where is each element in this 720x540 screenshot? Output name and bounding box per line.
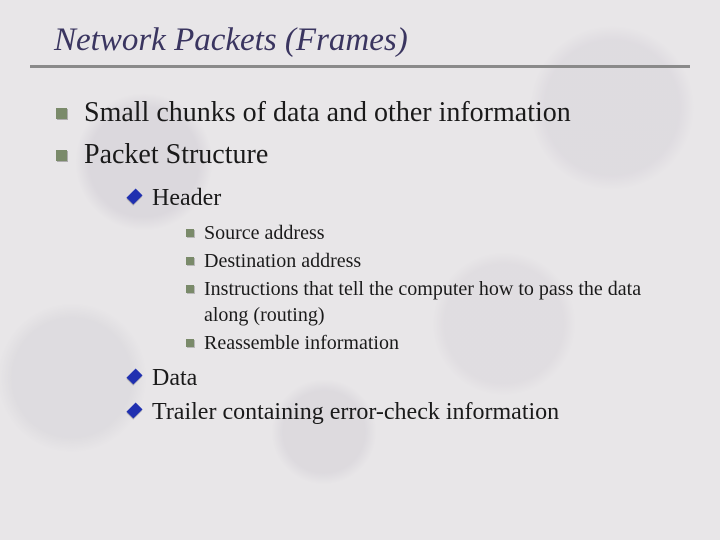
level2-text: Header: [152, 185, 221, 211]
level1-text: Packet Structure: [84, 139, 268, 170]
list-item: Reassemble information: [182, 330, 680, 356]
level3-text: Instructions that tell the computer how …: [204, 278, 641, 326]
level3-text: Destination address: [204, 250, 361, 272]
list-item: Trailer containing error-check informati…: [124, 396, 680, 428]
level3-text: Source address: [204, 222, 325, 244]
level1-text: Small chunks of data and other informati…: [84, 97, 571, 128]
level3-text: Reassemble information: [204, 332, 399, 354]
level2-list: Header Source address Destination addres…: [124, 182, 680, 429]
level2-extra-text: containing error-check information: [216, 399, 559, 425]
level3-list: Source address Destination address Instr…: [182, 220, 680, 356]
level1-list: Small chunks of data and other informati…: [50, 94, 680, 429]
level2-text: Data: [152, 365, 197, 391]
slide-container: Network Packets (Frames) Small chunks of…: [0, 0, 720, 453]
list-item: Data: [124, 362, 680, 394]
list-item: Instructions that tell the computer how …: [182, 276, 680, 328]
title-underline: [30, 65, 690, 68]
list-item: Destination address: [182, 248, 680, 274]
list-item: Header Source address Destination addres…: [124, 182, 680, 356]
list-item: Packet Structure Header Source address D…: [50, 136, 680, 429]
list-item: Small chunks of data and other informati…: [50, 94, 680, 132]
list-item: Source address: [182, 220, 680, 246]
slide-title: Network Packets (Frames): [54, 22, 680, 59]
level2-text: Trailer: [152, 399, 216, 425]
